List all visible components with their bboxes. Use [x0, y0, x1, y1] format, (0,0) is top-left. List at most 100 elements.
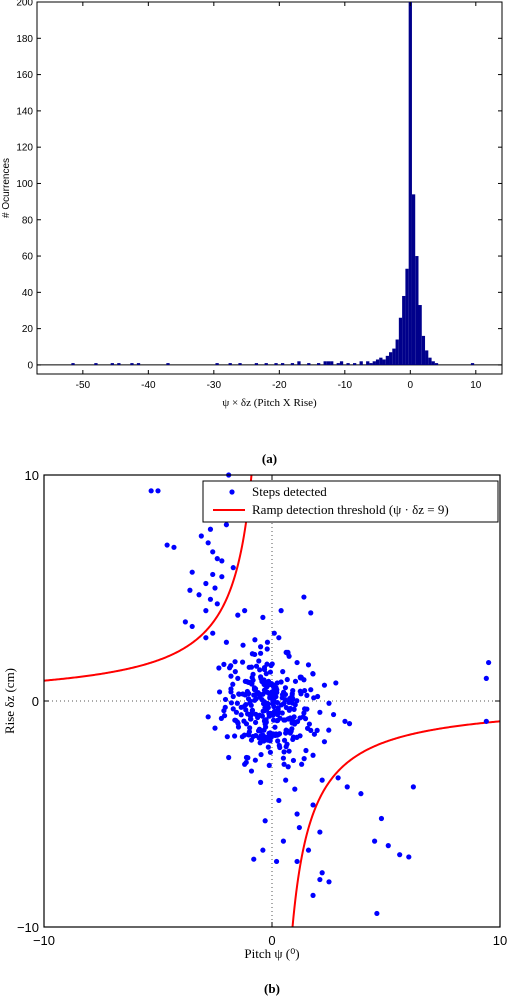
legend-box [202, 480, 499, 523]
step-point [290, 757, 297, 764]
step-point [196, 592, 202, 598]
step-point [212, 725, 218, 731]
step-point [203, 580, 209, 587]
step-point [246, 732, 252, 738]
step-point [319, 777, 325, 783]
step-point [258, 644, 264, 650]
step-point [256, 658, 262, 664]
step-point [264, 639, 271, 645]
step-point [238, 712, 244, 718]
step-point [260, 847, 266, 853]
histogram-bar [389, 352, 393, 365]
step-point [317, 876, 323, 883]
histogram-bar [366, 361, 370, 365]
step-point [219, 558, 225, 564]
step-point [281, 717, 287, 723]
histogram-bar [428, 357, 432, 365]
step-point [258, 779, 264, 785]
step-point [232, 733, 238, 739]
step-point [358, 791, 364, 797]
step-point [273, 685, 279, 691]
step-point [326, 700, 332, 706]
step-point [236, 691, 242, 697]
step-point [221, 713, 228, 719]
step-point [304, 725, 311, 731]
step-point [230, 681, 236, 687]
histogram-x-tick-label: -10 [338, 380, 353, 391]
step-point [483, 718, 489, 724]
step-point [397, 852, 403, 858]
step-point [228, 663, 234, 669]
scatter-legend: Steps detected Ramp detection threshold … [202, 480, 499, 523]
step-point [304, 692, 310, 698]
step-point [281, 737, 288, 743]
step-point [228, 700, 235, 706]
step-point [300, 714, 306, 720]
histogram-y-tick-label: 0 [27, 360, 33, 371]
step-point [335, 775, 341, 781]
histogram-bar [372, 361, 376, 365]
step-point [305, 662, 312, 668]
step-point [265, 744, 271, 750]
step-point [205, 540, 211, 546]
step-point [216, 689, 223, 695]
legend-steps-marker [229, 489, 235, 495]
step-point [250, 671, 256, 677]
histogram-bar [280, 363, 285, 365]
step-point [294, 698, 300, 704]
histogram-x-tick-label: 0 [408, 380, 414, 391]
histogram-bar [353, 363, 357, 365]
histogram-bar [379, 357, 383, 365]
histogram-bar [316, 363, 321, 365]
step-point [279, 695, 285, 701]
step-point [275, 709, 281, 715]
histogram-bar [359, 361, 363, 365]
step-point [299, 761, 305, 767]
step-point [258, 650, 264, 656]
step-point [239, 659, 246, 665]
step-point [189, 623, 195, 630]
step-point [245, 755, 251, 761]
step-point [287, 730, 293, 736]
histogram-bar [290, 363, 295, 365]
step-point [281, 749, 287, 755]
step-point [263, 700, 270, 706]
histogram-x-axis-label: ψ × δz (Pitch X Rise) [222, 397, 317, 409]
step-point [230, 565, 236, 571]
scatter-y-tick-label: 0 [32, 694, 39, 709]
step-point [234, 719, 240, 725]
step-point [302, 688, 308, 694]
step-point [330, 711, 337, 718]
histogram-bar [418, 305, 422, 365]
step-point [219, 574, 225, 580]
step-point [283, 730, 289, 736]
step-point [303, 747, 309, 754]
histogram-y-ticks: 0 20 40 60 80 100 120 140 160 180 200 [16, 0, 502, 371]
step-point [346, 721, 353, 727]
step-point [280, 669, 286, 675]
histogram-bar [421, 335, 426, 365]
scatter-y-axis-label: Rise δz (cm) [2, 668, 17, 734]
step-point [294, 718, 301, 725]
step-point [198, 533, 204, 539]
step-point [207, 526, 214, 532]
step-point [283, 704, 289, 711]
step-point [378, 815, 385, 822]
step-point [305, 847, 312, 853]
histogram-bar [425, 350, 429, 365]
step-point [302, 706, 308, 712]
histogram-bar [392, 348, 396, 365]
step-point [233, 709, 240, 715]
step-point [284, 741, 290, 747]
step-point [243, 759, 249, 766]
histogram-bar [330, 361, 334, 365]
step-point [276, 635, 282, 641]
histogram-bar [323, 361, 327, 365]
step-point [226, 754, 232, 761]
step-point [205, 714, 211, 720]
threshold-curve-lower-right [291, 720, 501, 928]
step-point [306, 721, 312, 727]
histogram-bar [297, 361, 301, 365]
step-point [273, 694, 279, 700]
histogram-x-tick-label: -40 [141, 380, 156, 391]
